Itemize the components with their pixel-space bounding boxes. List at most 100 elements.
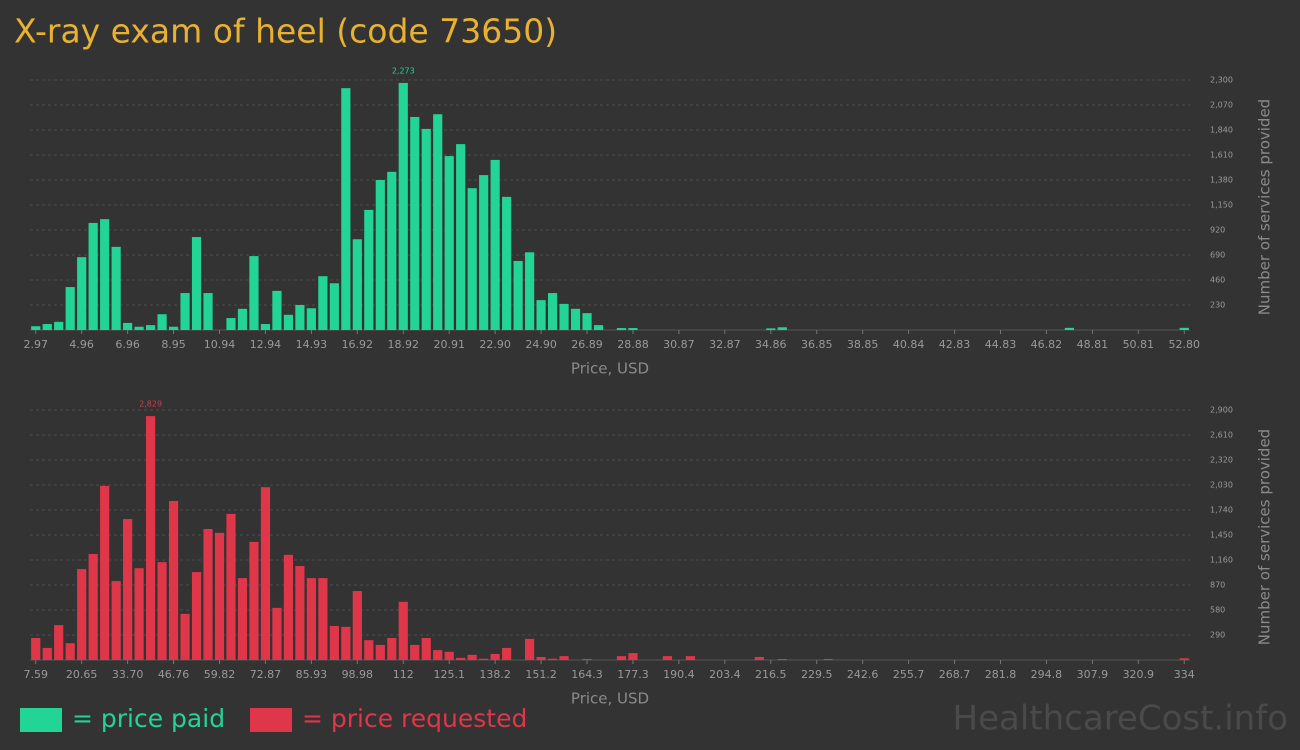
x-tick-label: 44.83 bbox=[985, 338, 1017, 351]
x-tick-label: 14.93 bbox=[296, 338, 328, 351]
bar bbox=[318, 578, 328, 660]
bar bbox=[42, 647, 52, 660]
x-tick-label: 216.5 bbox=[755, 668, 787, 681]
bar bbox=[54, 625, 64, 660]
bar bbox=[456, 144, 466, 330]
y-tick-label: 1,740 bbox=[1210, 506, 1233, 515]
bar bbox=[490, 159, 500, 330]
bar bbox=[146, 325, 156, 330]
legend-swatch bbox=[250, 708, 292, 732]
x-tick-label: 10.94 bbox=[204, 338, 236, 351]
bar bbox=[157, 562, 167, 660]
bar bbox=[433, 650, 443, 660]
bar bbox=[191, 237, 202, 330]
bar bbox=[536, 300, 546, 330]
y-tick-label: 1,450 bbox=[1210, 531, 1233, 540]
bar bbox=[387, 638, 397, 660]
bar bbox=[525, 638, 535, 660]
bar bbox=[100, 219, 110, 330]
x-tick-label: 24.90 bbox=[525, 338, 557, 351]
x-tick-label: 16.92 bbox=[342, 338, 374, 351]
bar bbox=[134, 568, 144, 660]
x-tick-label: 42.83 bbox=[939, 338, 971, 351]
bar bbox=[272, 290, 282, 330]
bar bbox=[146, 416, 156, 660]
y-axis-title: Number of services provided bbox=[1256, 99, 1274, 315]
bar bbox=[582, 313, 592, 330]
x-tick-label: 334 bbox=[1174, 668, 1195, 681]
y-tick-label: 230 bbox=[1210, 301, 1225, 310]
x-tick-label: 12.94 bbox=[250, 338, 282, 351]
bar bbox=[260, 324, 271, 330]
bar bbox=[226, 318, 236, 330]
bar bbox=[341, 88, 351, 330]
bar bbox=[387, 171, 397, 330]
bar bbox=[226, 513, 236, 660]
x-tick-label: 164.3 bbox=[571, 668, 603, 681]
x-axis-title: Price, USD bbox=[571, 690, 649, 708]
y-tick-label: 1,150 bbox=[1210, 201, 1233, 210]
bar bbox=[329, 283, 339, 330]
bar bbox=[525, 252, 535, 330]
x-tick-label: 46.76 bbox=[158, 668, 190, 681]
bar bbox=[628, 328, 638, 330]
x-tick-label: 85.93 bbox=[296, 668, 328, 681]
bar bbox=[628, 653, 638, 660]
x-tick-label: 255.7 bbox=[893, 668, 925, 681]
x-tick-label: 229.5 bbox=[801, 668, 833, 681]
x-tick-label: 33.70 bbox=[112, 668, 144, 681]
x-tick-label: 38.85 bbox=[847, 338, 879, 351]
bar bbox=[295, 305, 305, 330]
x-tick-label: 22.90 bbox=[479, 338, 511, 351]
watermark: HealthcareCost.info bbox=[953, 699, 1288, 739]
x-tick-label: 98.98 bbox=[342, 668, 374, 681]
x-tick-label: 177.3 bbox=[617, 668, 649, 681]
y-tick-label: 2,610 bbox=[1210, 431, 1233, 440]
bar bbox=[559, 303, 569, 330]
x-tick-label: 46.82 bbox=[1031, 338, 1063, 351]
bar bbox=[433, 114, 443, 330]
bar bbox=[536, 656, 546, 660]
x-tick-label: 268.7 bbox=[939, 668, 971, 681]
bar bbox=[168, 326, 179, 330]
y-tick-label: 290 bbox=[1210, 631, 1225, 640]
bar bbox=[444, 156, 454, 330]
y-tick-label: 690 bbox=[1210, 251, 1225, 260]
bar bbox=[341, 626, 351, 660]
x-tick-label: 151.2 bbox=[525, 668, 557, 681]
bar bbox=[306, 308, 316, 330]
x-tick-label: 125.1 bbox=[433, 668, 465, 681]
y-tick-label: 1,160 bbox=[1210, 556, 1233, 565]
data-label: 2,273 bbox=[392, 66, 415, 75]
bar bbox=[352, 591, 362, 660]
bar bbox=[180, 293, 190, 330]
bar bbox=[237, 308, 248, 330]
x-tick-label: 320.9 bbox=[1123, 668, 1155, 681]
bar bbox=[398, 82, 408, 330]
x-tick-label: 30.87 bbox=[663, 338, 695, 351]
x-axis-title: Price, USD bbox=[571, 360, 649, 378]
bar bbox=[249, 256, 259, 330]
bar bbox=[203, 293, 213, 330]
bar bbox=[479, 175, 489, 330]
bar bbox=[318, 276, 328, 330]
bar bbox=[364, 209, 374, 330]
bar bbox=[823, 658, 833, 660]
y-tick-label: 1,610 bbox=[1210, 151, 1233, 160]
bar bbox=[329, 625, 339, 660]
x-tick-label: 190.4 bbox=[663, 668, 695, 681]
data-label: 2,829 bbox=[139, 400, 162, 409]
bar bbox=[616, 328, 627, 330]
bar bbox=[88, 553, 98, 660]
y-tick-label: 2,320 bbox=[1210, 456, 1233, 465]
x-tick-label: 50.81 bbox=[1123, 338, 1155, 351]
y-tick-label: 2,300 bbox=[1210, 76, 1233, 85]
bar bbox=[249, 541, 259, 660]
x-tick-label: 20.91 bbox=[433, 338, 465, 351]
x-tick-label: 59.82 bbox=[204, 668, 236, 681]
bar bbox=[410, 644, 420, 660]
x-tick-label: 26.89 bbox=[571, 338, 603, 351]
bar bbox=[1179, 658, 1189, 660]
bar bbox=[444, 651, 454, 660]
